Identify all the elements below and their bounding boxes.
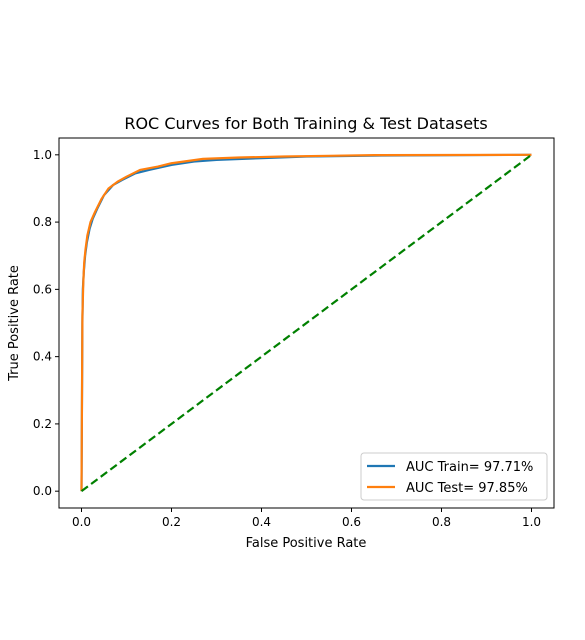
legend-entry-label: AUC Train= 97.71% bbox=[406, 460, 533, 475]
y-tick-label: 1.0 bbox=[33, 148, 52, 162]
y-tick-label: 0.0 bbox=[33, 484, 52, 498]
y-axis-label: True Positive Rate bbox=[7, 265, 22, 382]
legend-entry-label: AUC Test= 97.85% bbox=[406, 481, 528, 496]
x-axis-label: False Positive Rate bbox=[246, 536, 367, 551]
x-tick-label: 0.6 bbox=[342, 515, 361, 529]
x-tick-label: 0.2 bbox=[162, 515, 181, 529]
x-tick-label: 0.4 bbox=[252, 515, 271, 529]
y-tick-label: 0.6 bbox=[33, 282, 52, 296]
chart-title: ROC Curves for Both Training & Test Data… bbox=[124, 114, 487, 133]
x-tick-label: 0.8 bbox=[432, 515, 451, 529]
y-tick-label: 0.4 bbox=[33, 350, 52, 364]
x-tick-label: 0.0 bbox=[72, 515, 91, 529]
y-tick-label: 0.8 bbox=[33, 215, 52, 229]
x-tick-label: 1.0 bbox=[522, 515, 541, 529]
y-tick-label: 0.2 bbox=[33, 417, 52, 431]
